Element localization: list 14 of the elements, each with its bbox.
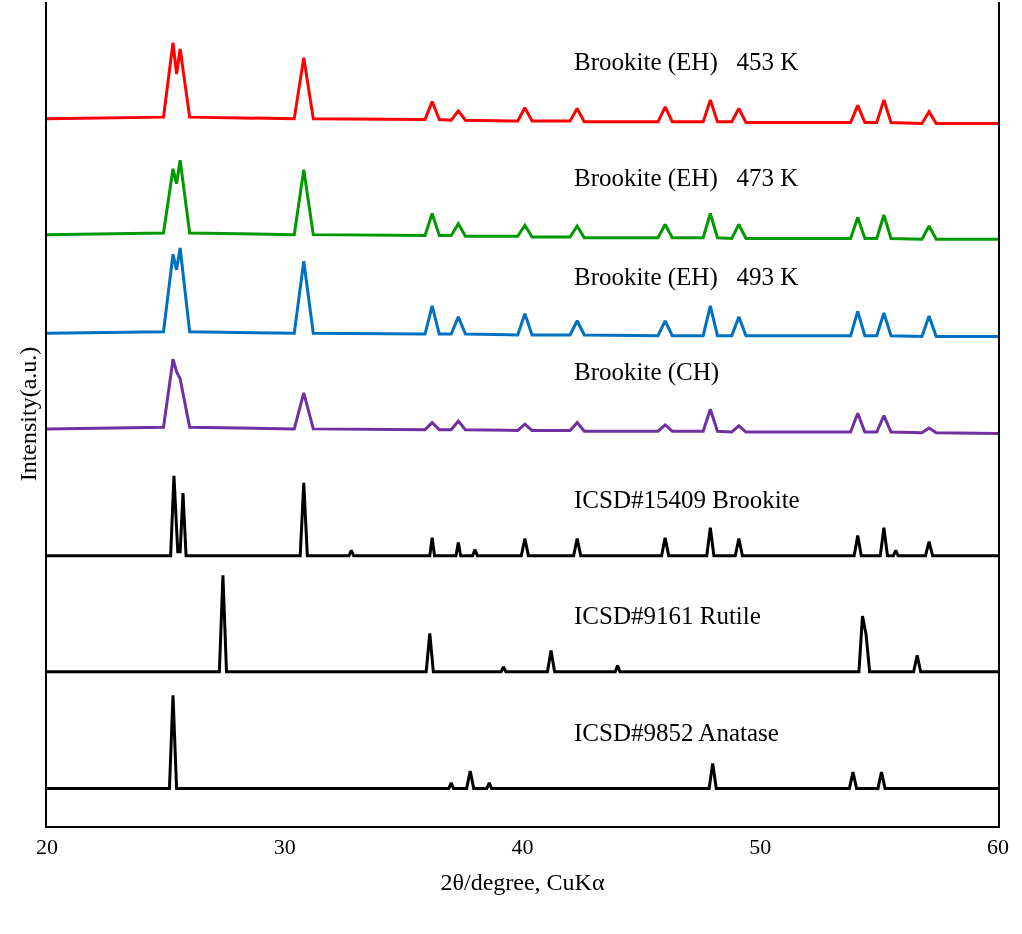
series-label: Brookite (EH) 473 K [574, 164, 799, 192]
x-axis-title: 2θ/degree, CuKα [440, 869, 605, 896]
series-label: Brookite (EH) 453 K [574, 48, 799, 76]
series-label: Brookite (CH) [574, 358, 720, 386]
series-label: ICSD#15409 Brookite [574, 486, 800, 513]
x-tick-label: 40 [511, 834, 534, 860]
y-axis-title: Intensity(a.u.) [14, 346, 41, 482]
x-tick-label: 20 [36, 834, 58, 860]
x-tick-label: 50 [749, 834, 772, 860]
x-tick-label: 30 [273, 834, 296, 860]
x-tick-label: 60 [987, 834, 1009, 860]
series-label: ICSD#9852 Anatase [574, 719, 779, 746]
series-label: Brookite (EH) 493 K [574, 263, 799, 291]
series-label: ICSD#9161 Rutile [574, 602, 761, 629]
